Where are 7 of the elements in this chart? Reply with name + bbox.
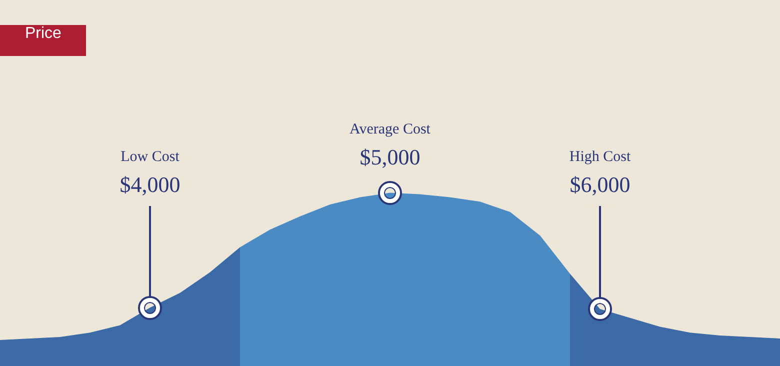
text: Low Cost bbox=[120, 148, 180, 165]
annotation: $4,000 bbox=[120, 172, 180, 197]
annotation: $6,000 bbox=[570, 172, 630, 197]
chart-title: Price bbox=[0, 25, 86, 56]
text: $5,000 bbox=[360, 144, 420, 170]
text: Average Cost bbox=[350, 122, 432, 138]
text: High Cost bbox=[569, 148, 632, 165]
